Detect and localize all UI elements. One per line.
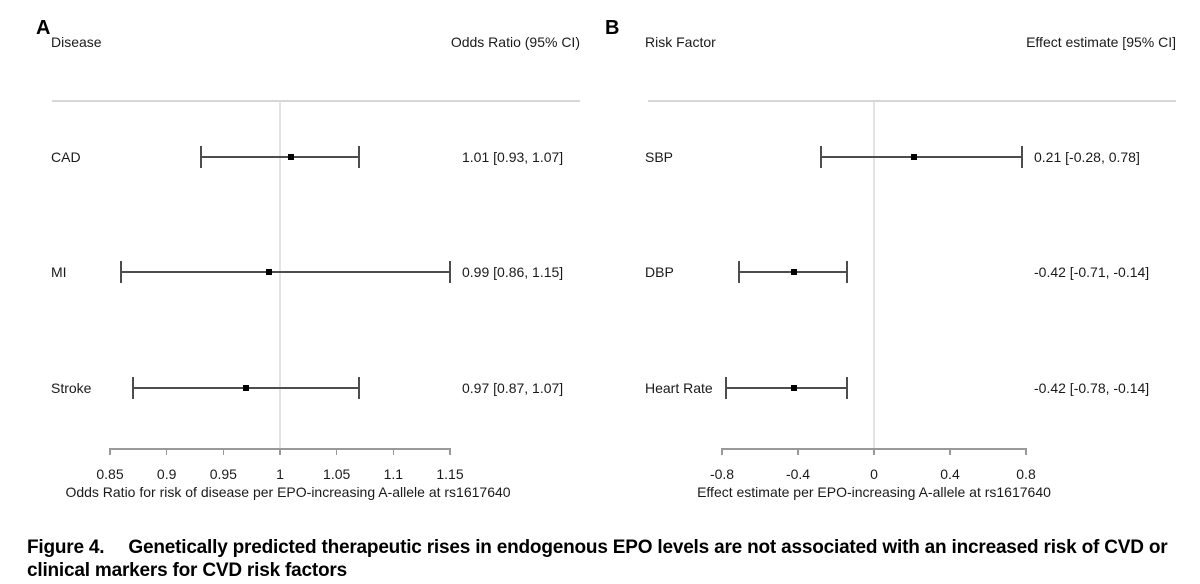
panel-b-ci-cap-right <box>846 261 849 283</box>
panel-a-row-label: Stroke <box>51 380 92 396</box>
panel-b-column-header-right: Effect estimate [95% CI] <box>1026 34 1176 50</box>
panel-a-axis-tick <box>109 448 111 455</box>
panel-b-row-value: 0.21 [-0.28, 0.78] <box>1034 149 1140 165</box>
panel-b-row-value: -0.42 [-0.71, -0.14] <box>1034 264 1150 280</box>
panel-b-ci-cap-left <box>819 146 822 168</box>
panel-a-row-label: CAD <box>51 149 81 165</box>
panel-b-row-label: Heart Rate <box>645 380 713 396</box>
panel-a-row-value: 0.97 [0.87, 1.07] <box>462 380 564 396</box>
panel-b-ci-line <box>725 387 848 389</box>
panel-a-row-label: MI <box>51 264 67 280</box>
panel-a-point-estimate <box>243 385 249 391</box>
panel-a-row-value: 0.99 [0.86, 1.15] <box>462 264 564 280</box>
panel-a-reference-line <box>279 102 281 448</box>
panel-a-ci-cap-right <box>449 261 451 283</box>
panel-a-tick-label: 0.9 <box>156 466 177 482</box>
panel-b-ci-cap-left <box>724 377 727 399</box>
panel-a-axis-tick <box>335 448 338 455</box>
panel-b-row-label: SBP <box>645 149 674 165</box>
panel-b-letter: B <box>605 17 620 39</box>
panel-b-column-header-left: Risk Factor <box>645 34 716 50</box>
panel-b-point-estimate <box>791 385 798 391</box>
panel-a-column-header-left: Disease <box>51 34 102 50</box>
panel-a-axis-tick <box>279 448 281 455</box>
panel-a-row-value: 1.01 [0.93, 1.07] <box>462 149 564 165</box>
panel-a-tick-label: 0.95 <box>209 466 237 482</box>
figure-caption-text: Genetically predicted therapeutic rises … <box>27 537 1168 581</box>
panel-b-header-rule <box>648 100 1176 102</box>
panel-b-point-estimate <box>910 154 917 160</box>
panel-a-axis-title: Odds Ratio for risk of disease per EPO-i… <box>65 484 511 500</box>
panel-b-point-estimate <box>791 269 798 275</box>
panel-b-tick-label: -0.8 <box>709 466 735 482</box>
panel-b-axis-tick <box>1025 448 1027 455</box>
panel-a-column-header-right: Odds Ratio (95% CI) <box>450 34 580 50</box>
panel-a-point-estimate <box>288 154 295 160</box>
panel-a-tick-label: 1.05 <box>323 466 351 482</box>
panel-b-tick-label: 0.8 <box>1016 466 1036 482</box>
panel-a-tick-label: 1.1 <box>383 466 404 482</box>
panel-b-axis-title: Effect estimate per EPO-increasing A-all… <box>697 484 1051 500</box>
panel-b-ci-line <box>820 156 1023 158</box>
panel-b-tick-label: -0.4 <box>785 466 811 482</box>
panel-b-row-value: -0.42 [-0.78, -0.14] <box>1034 380 1150 396</box>
panel-a-header-rule <box>52 100 580 102</box>
panel-b-ci-cap-right <box>846 377 849 399</box>
panel-a-ci-cap-right <box>358 377 361 399</box>
panel-a-ci-line <box>200 156 360 158</box>
panel-b-reference-line <box>873 102 875 448</box>
figure-caption-number: Figure 4. <box>27 537 105 558</box>
panel-a-tick-label: 0.85 <box>96 466 124 482</box>
figure-caption: Figure 4. Genetically predicted therapeut… <box>27 536 1193 582</box>
panel-a-ci-cap-right <box>358 146 361 168</box>
panel-b-row-label: DBP <box>645 264 674 280</box>
panel-a-ci-cap-left <box>199 146 202 168</box>
panel-a-axis-tick <box>392 448 395 455</box>
panel-b-tick-label: 0 <box>870 466 878 482</box>
panel-a-letter: A <box>36 17 51 39</box>
panel-a-axis-tick <box>222 448 225 455</box>
panel-b-ci-cap-left <box>738 261 741 283</box>
panel-a-point-estimate <box>265 269 272 275</box>
panel-a-axis-tick <box>165 448 168 455</box>
panel-b-axis-tick <box>873 448 875 455</box>
panel-a-tick-label: 1 <box>276 466 284 482</box>
panel-a-tick-label: 1.15 <box>436 466 464 482</box>
panel-a-ci-line <box>121 271 450 273</box>
panel-a-axis-tick <box>449 448 451 455</box>
panel-b-axis-tick <box>721 448 723 455</box>
panel-a-ci-cap-left <box>131 377 134 399</box>
panel-b-axis-tick <box>949 448 951 455</box>
panel-a-ci-cap-left <box>120 261 123 283</box>
panel-b-ci-cap-right <box>1021 146 1024 168</box>
panel-b-axis-tick <box>797 448 799 455</box>
panel-b-tick-label: 0.4 <box>940 466 960 482</box>
